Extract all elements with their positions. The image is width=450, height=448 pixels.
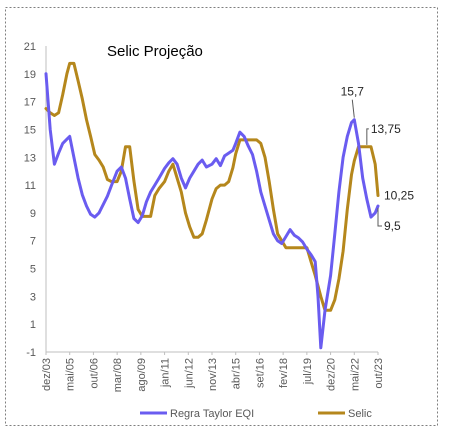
series-line-regra-taylor (44, 72, 380, 350)
series-line-selic (44, 61, 380, 312)
annotation-leader (377, 207, 382, 227)
y-tick-label: 7 (30, 236, 36, 248)
series-lines (44, 61, 380, 350)
legend: Regra Taylor EQI Selic (140, 408, 372, 420)
annotation-label: 13,75 (371, 122, 401, 136)
annotation-label: 9,5 (384, 219, 401, 233)
annotations: 15,7 13,75 10,25 9,5 (341, 85, 415, 233)
x-tick-label: nov/13 (207, 358, 219, 391)
y-tick-label: 1 (30, 319, 36, 331)
legend-label-regra-taylor: Regra Taylor EQI (170, 408, 254, 420)
y-tick-label: 21 (24, 41, 36, 53)
y-tick-label: 3 (30, 291, 36, 303)
x-tick-label: ago/09 (136, 358, 148, 392)
y-tick-label: 17 (24, 97, 36, 109)
x-tick-label: out/23 (373, 358, 385, 389)
x-tick-label: jan/11 (160, 358, 172, 388)
x-tick-label: jul/19 (302, 358, 314, 385)
x-tick-label: dez/03 (41, 358, 53, 391)
x-tick-label: jun/12 (183, 358, 195, 389)
x-tick-label: mai/05 (65, 358, 77, 391)
annotation-label: 15,7 (341, 85, 365, 99)
annotation-leader (366, 128, 369, 145)
y-tick-label: 5 (30, 264, 36, 276)
chart-title: Selic Projeção (107, 43, 203, 60)
y-tick-label: -1 (26, 347, 36, 359)
y-tick-label: 15 (24, 124, 36, 136)
y-tick-label: 19 (24, 69, 36, 81)
y-tick-label: 13 (24, 152, 36, 164)
x-tick-labels: dez/03 mai/05 out/06 mar/08 ago/09 jan/11 jun/… (41, 352, 385, 392)
y-tick-label: 9 (30, 208, 36, 220)
annotation-leader (351, 99, 355, 118)
x-tick-label: out/06 (88, 358, 100, 389)
x-tick-label: dez/20 (326, 358, 338, 391)
x-tick-label: mai/22 (349, 358, 361, 391)
x-tick-label: mar/08 (112, 358, 124, 392)
chart-frame (5, 7, 438, 426)
y-tick-label: 11 (25, 180, 36, 192)
x-tick-label: set/16 (254, 358, 266, 388)
legend-label-selic: Selic (348, 408, 372, 420)
x-tick-label: abr/15 (231, 358, 243, 389)
x-tick-label: fev/18 (278, 358, 290, 388)
annotation-label: 10,25 (384, 189, 414, 203)
